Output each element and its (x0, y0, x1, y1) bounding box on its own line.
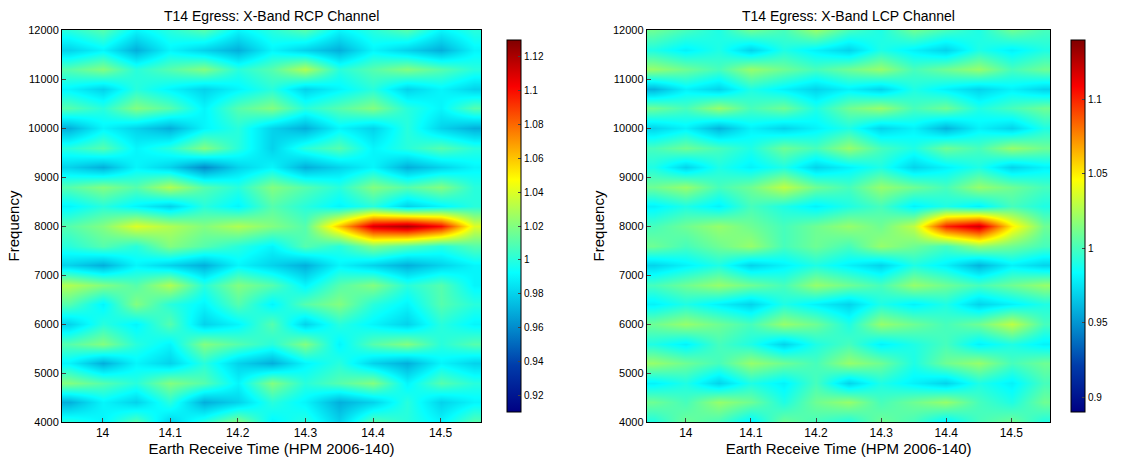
svg-text:14: 14 (679, 426, 693, 440)
svg-text:14.1: 14.1 (739, 426, 763, 440)
svg-text:7000: 7000 (34, 269, 58, 281)
svg-text:0.9: 0.9 (1088, 392, 1102, 403)
svg-text:1: 1 (1088, 243, 1094, 254)
svg-text:1.12: 1.12 (524, 51, 544, 62)
svg-text:14.5: 14.5 (1000, 426, 1024, 440)
svg-text:14.4: 14.4 (361, 426, 385, 440)
svg-text:11000: 11000 (614, 73, 644, 85)
svg-text:T14 Egress: X-Band RCP Channel: T14 Egress: X-Band RCP Channel (164, 8, 379, 24)
svg-text:1.08: 1.08 (524, 119, 544, 130)
svg-text:4000: 4000 (34, 416, 58, 428)
svg-text:Earth Receive Time (HPM 2006-1: Earth Receive Time (HPM 2006-140) (726, 440, 972, 457)
svg-text:12000: 12000 (613, 24, 644, 36)
svg-text:7000: 7000 (619, 269, 643, 281)
svg-text:14.2: 14.2 (804, 426, 828, 440)
svg-text:14.3: 14.3 (869, 426, 893, 440)
svg-text:10000: 10000 (28, 122, 59, 134)
svg-text:1.02: 1.02 (524, 221, 544, 232)
svg-text:10000: 10000 (613, 122, 644, 134)
svg-text:14.1: 14.1 (158, 426, 182, 440)
svg-text:12000: 12000 (28, 24, 59, 36)
svg-text:8000: 8000 (34, 220, 58, 232)
svg-text:1.1: 1.1 (1088, 94, 1102, 105)
svg-text:14.2: 14.2 (226, 426, 250, 440)
svg-text:1.06: 1.06 (524, 153, 544, 164)
svg-text:0.92: 0.92 (524, 390, 544, 401)
svg-text:0.96: 0.96 (524, 322, 544, 333)
svg-text:14.5: 14.5 (429, 426, 453, 440)
svg-text:Frequency: Frequency (590, 190, 607, 261)
svg-text:0.98: 0.98 (524, 288, 544, 299)
svg-text:14.4: 14.4 (935, 426, 959, 440)
svg-text:1.1: 1.1 (524, 85, 538, 96)
svg-text:0.95: 0.95 (1088, 317, 1108, 328)
svg-text:9000: 9000 (34, 171, 58, 183)
svg-text:5000: 5000 (34, 367, 58, 379)
svg-text:T14 Egress: X-Band LCP Channel: T14 Egress: X-Band LCP Channel (742, 8, 955, 24)
svg-text:0.94: 0.94 (524, 356, 544, 367)
svg-text:14: 14 (96, 426, 110, 440)
svg-text:6000: 6000 (619, 318, 643, 330)
svg-text:11000: 11000 (29, 73, 59, 85)
svg-text:Frequency: Frequency (5, 190, 22, 261)
svg-text:1: 1 (524, 254, 530, 265)
svg-text:4000: 4000 (619, 416, 643, 428)
svg-text:6000: 6000 (34, 318, 58, 330)
svg-text:14.3: 14.3 (294, 426, 318, 440)
svg-text:9000: 9000 (619, 171, 643, 183)
svg-text:8000: 8000 (619, 220, 643, 232)
svg-text:5000: 5000 (619, 367, 643, 379)
svg-text:1.04: 1.04 (524, 187, 544, 198)
svg-text:Earth Receive Time (HPM 2006-1: Earth Receive Time (HPM 2006-140) (149, 440, 395, 457)
svg-text:1.05: 1.05 (1088, 168, 1108, 179)
